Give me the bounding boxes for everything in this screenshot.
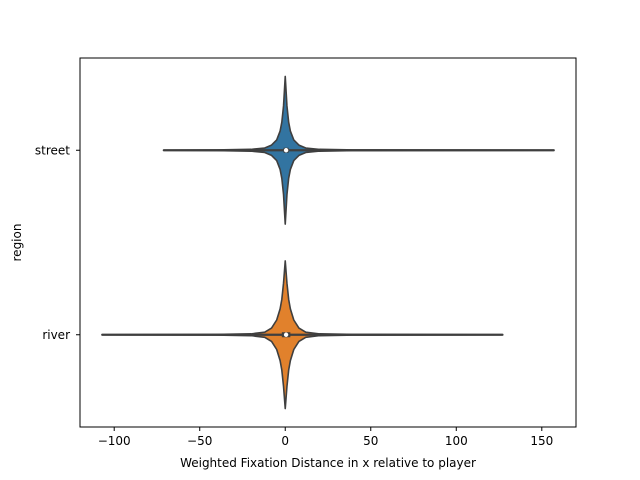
x-axis-label: Weighted Fixation Distance in x relative… xyxy=(180,456,476,470)
x-tick-label: 0 xyxy=(281,434,289,448)
x-tick-label: −50 xyxy=(187,434,212,448)
plot-frame xyxy=(79,57,577,428)
x-tick-label: −100 xyxy=(98,434,131,448)
median-dot-river xyxy=(283,332,289,337)
y-tick-label-street: street xyxy=(35,143,70,157)
x-axis: −100 −50 0 50 100 150 xyxy=(98,427,553,448)
x-tick-label: 50 xyxy=(363,434,378,448)
y-axis: street river xyxy=(35,143,80,342)
violin-layer xyxy=(101,75,555,410)
median-dot-street xyxy=(283,148,289,153)
x-tick-label: 100 xyxy=(445,434,468,448)
y-axis-label: region xyxy=(10,224,24,262)
y-tick-label-river: river xyxy=(42,328,70,342)
x-tick-label: 150 xyxy=(530,434,553,448)
